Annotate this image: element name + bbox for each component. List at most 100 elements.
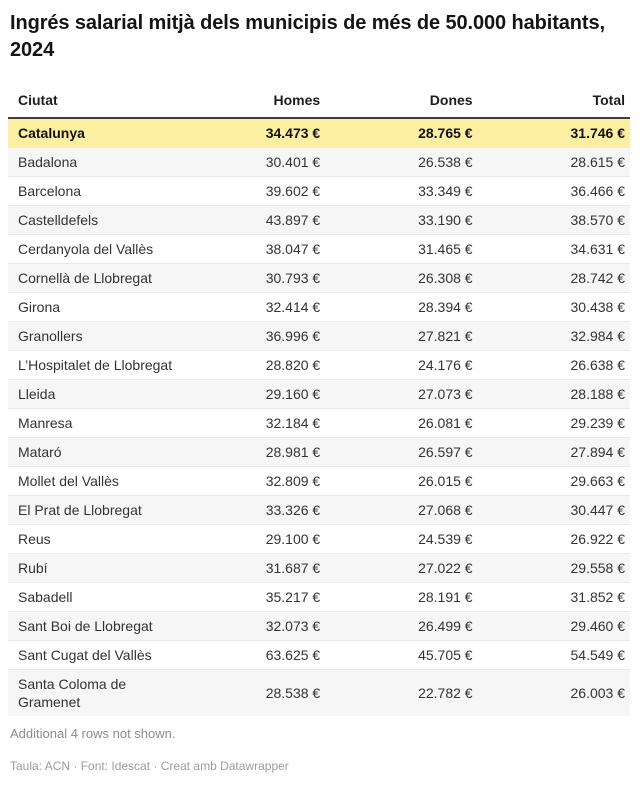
city-cell: El Prat de Llobregat	[18, 502, 142, 518]
total-cell: 31.852 €	[570, 589, 626, 605]
table-row: Cerdanyola del Vallès 38.047 € 31.465 € 34.…	[8, 234, 630, 264]
table-header-row: Ciutat Homes Dones Total	[8, 82, 630, 118]
total-cell: 27.894 €	[570, 444, 626, 460]
column-header-dones: Dones	[429, 92, 473, 108]
homes-cell: 63.625 €	[265, 647, 321, 663]
dones-cell: 33.349 €	[418, 183, 473, 199]
dones-cell: 45.705 €	[418, 647, 473, 663]
table-row: Girona 32.414 € 28.394 € 30.438 €	[8, 292, 630, 322]
table-row: Sant Cugat del Vallès 63.625 € 45.705 € 54.…	[8, 640, 630, 670]
dones-cell: 26.538 €	[418, 154, 473, 170]
total-cell: 29.558 €	[570, 560, 626, 576]
table-row: El Prat de Llobregat 33.326 € 27.068 € 30.4…	[8, 495, 630, 525]
homes-cell: 28.820 €	[265, 357, 321, 373]
table-row: L’Hospitalet de Llobregat 28.820 € 24.176 …	[8, 350, 630, 380]
city-cell: Cerdanyola del Vallès	[18, 241, 154, 257]
city-cell: Lleida	[18, 386, 56, 402]
table-row: Sabadell 35.217 € 28.191 € 31.852 €	[8, 582, 630, 612]
table-row: Manresa 32.184 € 26.081 € 29.239 €	[8, 408, 630, 438]
homes-cell: 31.687 €	[265, 560, 321, 576]
total-cell: 54.549 €	[570, 647, 626, 663]
table-row: Reus 29.100 € 24.539 € 26.922 €	[8, 524, 630, 554]
column-header-ciutat: Ciutat	[18, 92, 58, 108]
total-cell: 30.447 €	[570, 502, 626, 518]
homes-cell: 32.073 €	[265, 618, 321, 634]
city-cell: Girona	[18, 299, 61, 315]
rows-not-shown-note: Additional 4 rows not shown.	[10, 726, 176, 741]
total-cell: 38.570 €	[570, 212, 626, 228]
homes-cell: 29.160 €	[265, 386, 321, 402]
homes-cell: 38.047 €	[265, 241, 321, 257]
homes-cell: 29.100 €	[265, 531, 321, 547]
table-row: Rubí 31.687 € 27.022 € 29.558 €	[8, 553, 630, 583]
city-cell: Reus	[18, 531, 51, 547]
dones-cell: 24.176 €	[418, 357, 473, 373]
table-row-highlight: Catalunya 34.473 € 28.765 € 31.746 €	[8, 118, 630, 148]
total-cell: 29.239 €	[570, 415, 626, 431]
city-cell: Mataró	[18, 444, 62, 460]
total-cell: 26.638 €	[570, 357, 626, 373]
total-cell: 29.663 €	[570, 473, 626, 489]
table-row: Sant Boi de Llobregat 32.073 € 26.499 € 29.…	[8, 611, 630, 641]
table-row: Mollet del Vallès 32.809 € 26.015 € 29.663 …	[8, 466, 630, 496]
total-cell: 28.615 €	[570, 154, 626, 170]
homes-cell: 32.809 €	[265, 473, 321, 489]
total-cell: 30.438 €	[570, 299, 626, 315]
homes-cell: 33.326 €	[265, 502, 321, 518]
table-row: Badalona 30.401 € 26.538 € 28.615 €	[8, 147, 630, 177]
city-cell: Castelldefels	[18, 212, 99, 228]
homes-cell: 34.473 €	[265, 125, 321, 141]
table-row: Santa Coloma de Gramenet 28.538 € 22.782 €…	[8, 669, 630, 716]
homes-cell: 28.538 €	[265, 685, 321, 701]
table-body: Catalunya 34.473 € 28.765 € 31.746 € Badalon…	[8, 118, 630, 716]
total-cell: 26.003 €	[570, 685, 626, 701]
dones-cell: 27.022 €	[418, 560, 473, 576]
city-cell: Sant Boi de Llobregat	[18, 618, 153, 634]
homes-cell: 30.793 €	[265, 270, 321, 286]
dones-cell: 28.191 €	[418, 589, 473, 605]
city-cell: Manresa	[18, 415, 73, 431]
dones-cell: 24.539 €	[418, 531, 473, 547]
total-cell: 26.922 €	[570, 531, 626, 547]
city-cell: Cornellà de Llobregat	[18, 270, 152, 286]
city-cell: Mollet del Vallès	[18, 473, 119, 489]
total-cell: 28.742 €	[570, 270, 626, 286]
table-row: Lleida 29.160 € 27.073 € 28.188 €	[8, 379, 630, 409]
homes-cell: 36.996 €	[265, 328, 321, 344]
total-cell: 32.984 €	[570, 328, 626, 344]
column-header-total: Total	[592, 92, 625, 108]
dones-cell: 31.465 €	[418, 241, 473, 257]
total-cell: 31.746 €	[570, 125, 626, 141]
dones-cell: 26.499 €	[418, 618, 473, 634]
column-header-homes: Homes	[273, 92, 321, 108]
page-title: Ingrés salarial mitjà dels municipis de …	[10, 12, 605, 61]
dones-cell: 27.821 €	[418, 328, 473, 344]
table-row: Mataró 28.981 € 26.597 € 27.894 €	[8, 437, 630, 467]
homes-cell: 43.897 €	[265, 212, 321, 228]
total-cell: 36.466 €	[570, 183, 626, 199]
city-cell: Santa Coloma de Gramenet	[18, 676, 127, 710]
city-cell: Catalunya	[18, 125, 85, 141]
homes-cell: 35.217 €	[265, 589, 321, 605]
total-cell: 34.631 €	[570, 241, 626, 257]
total-cell: 28.188 €	[570, 386, 626, 402]
table-row: Cornellà de Llobregat 30.793 € 26.308 € 28.…	[8, 263, 630, 293]
homes-cell: 39.602 €	[265, 183, 321, 199]
city-cell: Badalona	[18, 154, 78, 170]
city-cell: Barcelona	[18, 183, 82, 199]
homes-cell: 28.981 €	[265, 444, 321, 460]
homes-cell: 32.414 €	[265, 299, 321, 315]
salary-table: Ciutat Homes Dones Total Catalunya 34.473…	[8, 82, 630, 716]
city-cell: L’Hospitalet de Llobregat	[18, 357, 173, 373]
city-cell: Sabadell	[18, 589, 73, 605]
dones-cell: 26.597 €	[418, 444, 473, 460]
dones-cell: 28.394 €	[418, 299, 473, 315]
city-cell: Rubí	[18, 560, 48, 576]
dones-cell: 26.081 €	[418, 415, 473, 431]
table-row: Castelldefels 43.897 € 33.190 € 38.570 €	[8, 205, 630, 235]
footer-credit: Taula: ACN · Font: Idescat · Creat amb D…	[10, 759, 289, 773]
dones-cell: 27.073 €	[418, 386, 473, 402]
total-cell: 29.460 €	[570, 618, 626, 634]
homes-cell: 30.401 €	[265, 154, 321, 170]
